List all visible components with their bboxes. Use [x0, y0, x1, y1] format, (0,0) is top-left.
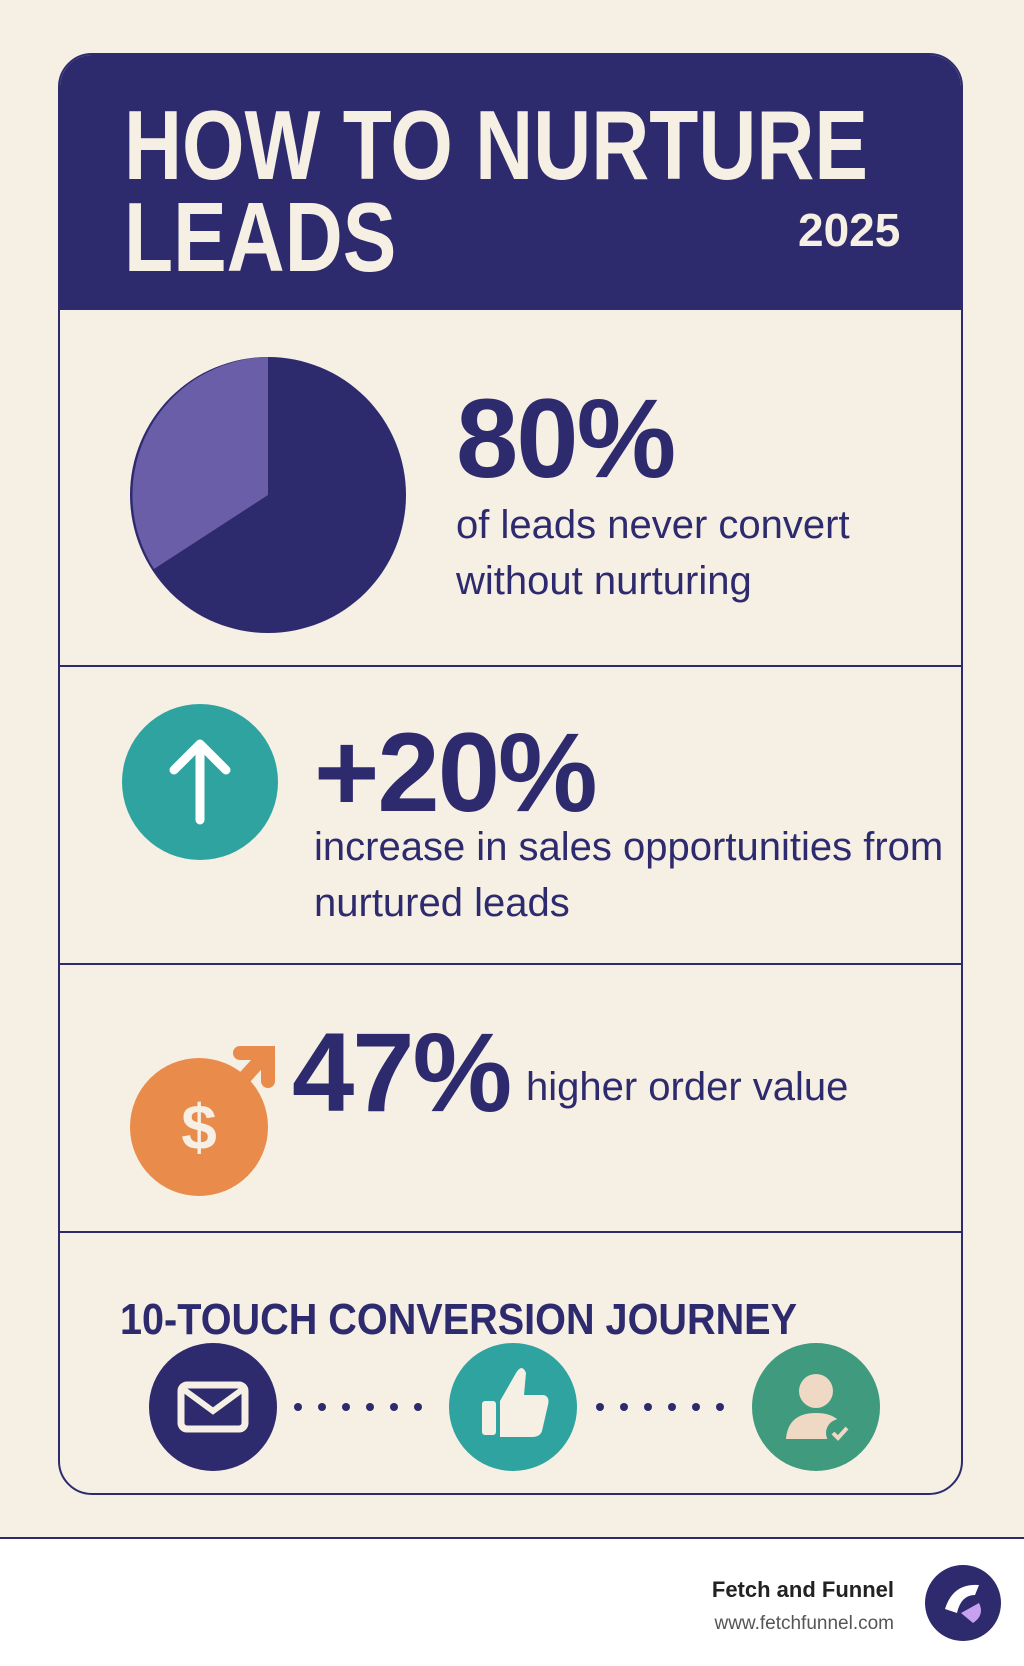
envelope — [177, 1381, 249, 1433]
card: HOW TO NURTURE LEADS 2025 $ — [58, 53, 963, 1495]
title-line: LEADS — [124, 182, 397, 292]
person-head — [799, 1374, 833, 1408]
envelope-flap — [181, 1386, 245, 1415]
divider — [60, 1231, 961, 1233]
stat-text: of leads never convert without nurturing — [456, 503, 850, 603]
brand: Fetch and Funnel — [711, 1577, 894, 1602]
dollar-sign: $ — [181, 1091, 217, 1163]
year: 2025 — [798, 204, 901, 256]
divider — [60, 963, 961, 965]
stat-value: 47% — [292, 1010, 512, 1135]
logo — [925, 1565, 1001, 1641]
dots — [294, 1403, 724, 1411]
thumb-cuff — [482, 1401, 496, 1435]
stat-text: increase in sales opportunities from nur… — [314, 825, 944, 925]
title-line: HOW TO NURTURE — [124, 90, 869, 200]
stat-text: higher order value — [526, 1065, 849, 1109]
stat-value: 80% — [456, 376, 676, 501]
pie-slice — [132, 357, 268, 569]
thumb — [500, 1368, 549, 1437]
journey-title: 10-TOUCH CONVERSION JOURNEY — [120, 1295, 797, 1344]
stat-value: +20% — [314, 710, 598, 835]
footer: Fetch and Funnel www.fetchfunnel.com — [0, 1537, 1024, 1666]
check — [831, 1426, 849, 1441]
url: www.fetchfunnel.com — [714, 1613, 894, 1634]
money-icon — [130, 1058, 268, 1196]
icons: $ — [122, 357, 880, 1471]
header-band: HOW TO NURTURE LEADS 2025 — [60, 55, 961, 310]
divider — [60, 665, 961, 667]
up-arrow — [169, 739, 231, 825]
email-icon — [149, 1343, 277, 1471]
